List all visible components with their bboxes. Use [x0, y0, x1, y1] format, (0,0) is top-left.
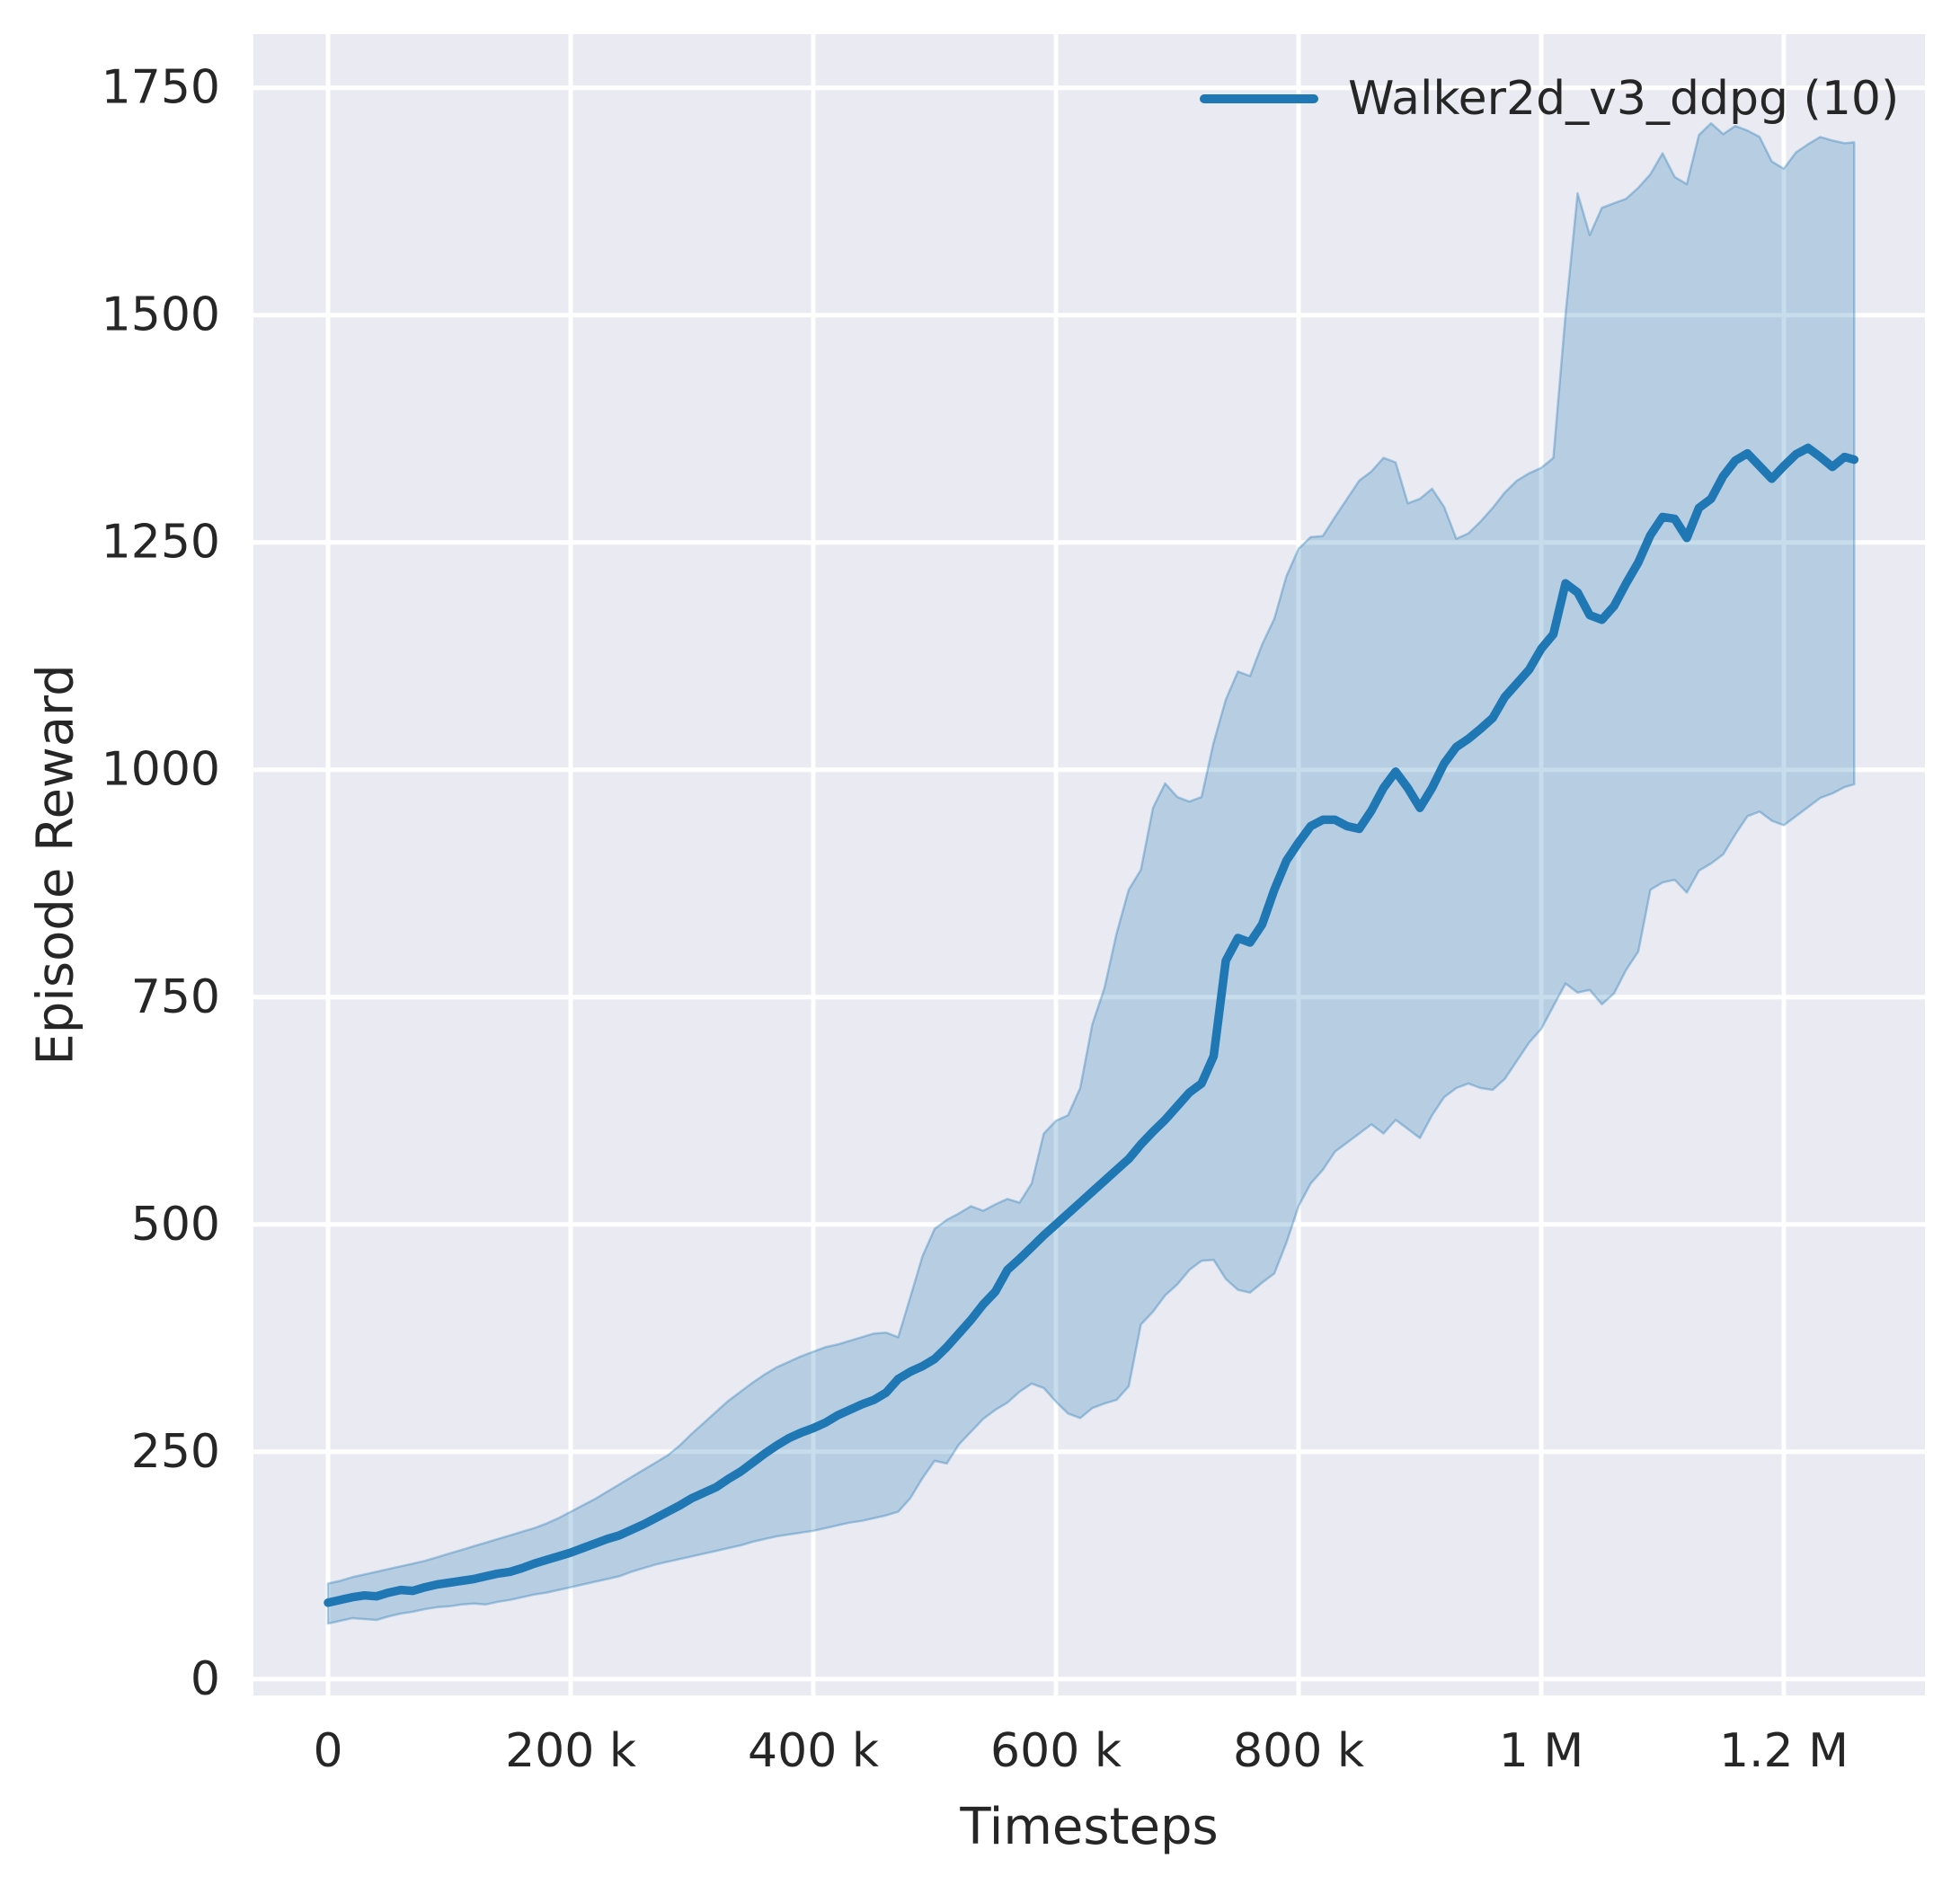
plot-background	[253, 34, 1925, 1695]
y-tick-label: 1750	[102, 61, 220, 115]
legend-label: Walker2d_v3_ddpg (10)	[1348, 72, 1899, 126]
y-tick-label: 1000	[102, 743, 220, 797]
y-tick-label: 1500	[102, 288, 220, 342]
x-tick-label: 1.2 M	[1719, 1724, 1849, 1778]
y-tick-label: 250	[131, 1425, 220, 1479]
mean-line	[324, 443, 1859, 1607]
y-tick-label: 500	[131, 1198, 220, 1252]
x-tick-label: 800 k	[1233, 1724, 1364, 1778]
legend: Walker2d_v3_ddpg (10)	[1200, 72, 1899, 126]
gridlines	[253, 34, 1925, 1695]
x-axis-title: Timesteps	[959, 1798, 1218, 1856]
x-tick-label: 600 k	[990, 1724, 1122, 1778]
x-tick-label: 200 k	[505, 1724, 636, 1778]
y-tick-label: 1250	[102, 516, 220, 570]
y-axis-title: Episode Reward	[27, 664, 85, 1065]
x-tick-label: 0	[313, 1724, 342, 1778]
x-tick-label: 1 M	[1499, 1724, 1583, 1778]
confidence-band	[326, 121, 1856, 1625]
x-tick-label: 400 k	[748, 1724, 879, 1778]
y-tick-labels: 0 250 500 750 1000 1250 1500 1750	[102, 61, 220, 1706]
y-tick-label: 750	[131, 970, 220, 1024]
y-tick-label: 0	[191, 1652, 220, 1706]
x-tick-labels: 0 200 k 400 k 600 k 800 k 1 M 1.2 M	[313, 1724, 1849, 1778]
